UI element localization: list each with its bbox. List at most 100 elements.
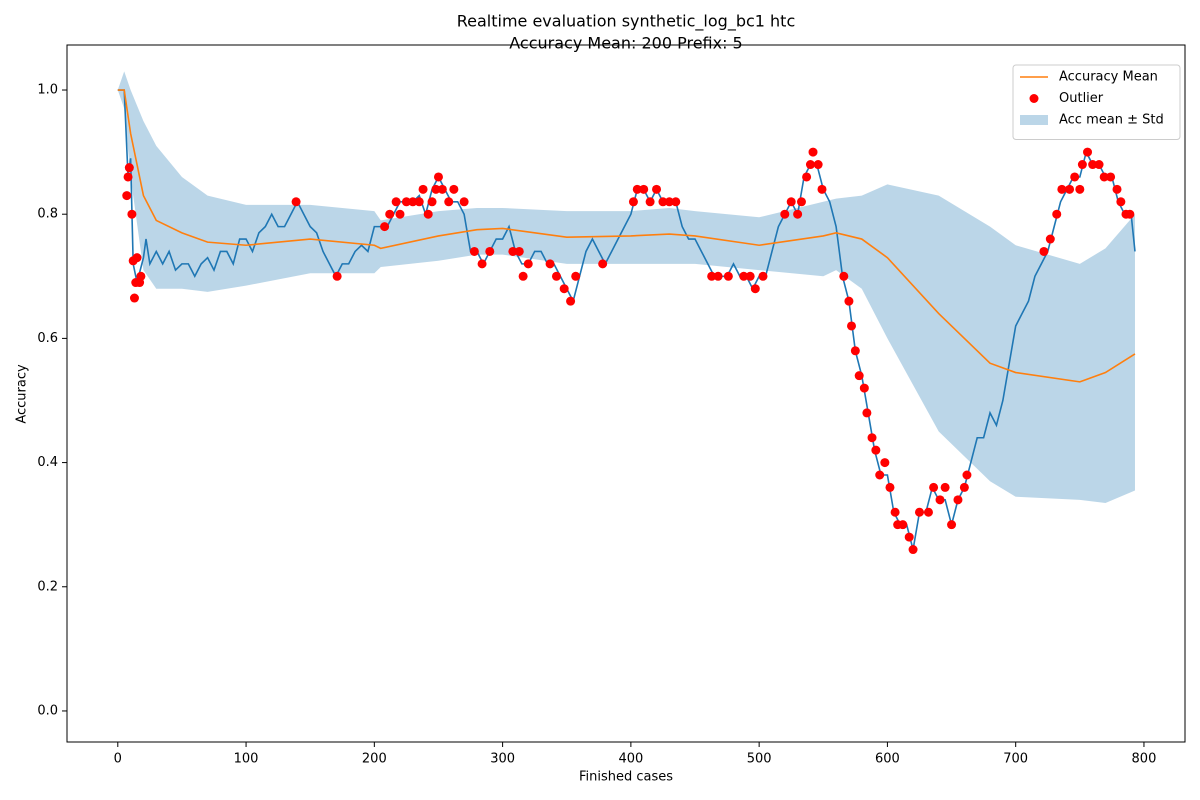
outlier-point (1094, 160, 1104, 170)
outlier-point (122, 191, 132, 201)
y-tick-label: 0.2 (37, 579, 58, 594)
outlier-point (418, 184, 428, 194)
outlier-point (750, 284, 760, 294)
outlier-point (923, 507, 933, 517)
outlier-point (959, 482, 969, 492)
x-tick-label: 800 (1132, 752, 1157, 767)
outlier-point (571, 271, 581, 281)
outlier-point (850, 346, 860, 356)
outlier-point (469, 246, 479, 256)
legend-swatch (1020, 115, 1048, 125)
legend-label: Accuracy Mean (1059, 70, 1158, 85)
x-tick-label: 200 (362, 752, 387, 767)
outlier-point (793, 209, 803, 219)
outlier-point (1083, 147, 1093, 157)
outlier-point (437, 184, 447, 194)
outlier-point (904, 532, 914, 542)
outlier-point (867, 433, 877, 443)
outlier-point (1077, 160, 1087, 170)
outlier-point (885, 482, 895, 492)
outlier-point (808, 147, 818, 157)
outlier-point (707, 271, 717, 281)
outlier-point (786, 197, 796, 207)
outlier-point (1125, 209, 1135, 219)
outlier-point (1065, 184, 1075, 194)
outlier-point (508, 246, 518, 256)
outlier-point (414, 197, 424, 207)
outlier-point (124, 163, 134, 173)
outlier-point (1039, 246, 1049, 256)
outlier-point (813, 160, 823, 170)
x-tick-label: 100 (234, 752, 259, 767)
outlier-point (723, 271, 733, 281)
outlier-point (559, 284, 569, 294)
outlier-point (929, 482, 939, 492)
x-tick-label: 600 (875, 752, 900, 767)
outlier-point (1106, 172, 1116, 182)
outlier-point (132, 253, 142, 263)
outlier-point (862, 408, 872, 418)
outlier-point (1099, 172, 1109, 182)
outlier-point (477, 259, 487, 269)
x-tick-label: 500 (747, 752, 772, 767)
outlier-point (427, 197, 437, 207)
outlier-point (566, 296, 576, 306)
outlier-point (898, 520, 908, 530)
outlier-point (514, 246, 524, 256)
y-tick-label: 0.4 (37, 455, 58, 470)
outlier-point (628, 197, 638, 207)
outlier-point (1075, 184, 1085, 194)
y-axis-label: Accuracy (15, 364, 30, 424)
std-band (117, 71, 1135, 503)
outlier-point (380, 222, 390, 232)
legend-box (1012, 64, 1181, 140)
legend-swatch (1029, 94, 1039, 103)
legend-label: Acc mean ± Std (1059, 113, 1164, 128)
outlier-point (817, 184, 827, 194)
outlier-point (523, 259, 533, 269)
outlier-point (871, 445, 881, 455)
outlier-point (846, 321, 856, 331)
outlier-point (1057, 184, 1067, 194)
axes-frame (66, 44, 1186, 743)
outlier-point (880, 458, 890, 468)
outlier-point (395, 209, 405, 219)
outlier-point (839, 271, 849, 281)
outlier-point (947, 520, 957, 530)
outlier-point (652, 184, 662, 194)
outlier-point (401, 197, 411, 207)
outlier-point (940, 482, 950, 492)
outlier-point (136, 271, 146, 281)
outlier-point (123, 172, 133, 182)
outlier-point (658, 197, 668, 207)
outlier-point (854, 371, 864, 381)
outlier-point (859, 383, 869, 393)
line (117, 89, 1136, 383)
outlier-point (908, 545, 918, 555)
outlier-point (805, 160, 815, 170)
outlier-point (758, 271, 768, 281)
outlier-point (431, 184, 441, 194)
outlier-point (449, 184, 459, 194)
outlier-point (551, 271, 561, 281)
x-tick-label: 400 (618, 752, 643, 767)
outlier-point (1045, 234, 1055, 244)
y-tick-label: 1.0 (37, 83, 58, 98)
x-tick-label: 700 (1003, 752, 1028, 767)
outlier-point (844, 296, 854, 306)
outlier-point (423, 209, 433, 219)
outlier-point (796, 197, 806, 207)
outlier-point (332, 271, 342, 281)
legend-label: Outlier (1059, 91, 1104, 106)
chart-subtitle: Accuracy Mean: 200 Prefix: 5 (509, 34, 742, 53)
x-tick-label: 300 (490, 752, 515, 767)
outlier-point (645, 197, 655, 207)
outlier-point (129, 293, 139, 303)
outlier-point (485, 246, 495, 256)
outlier-point (890, 507, 900, 517)
outlier-point (408, 197, 418, 207)
outlier-point (632, 184, 642, 194)
y-tick-label: 0.8 (37, 207, 58, 222)
outlier-point (444, 197, 454, 207)
